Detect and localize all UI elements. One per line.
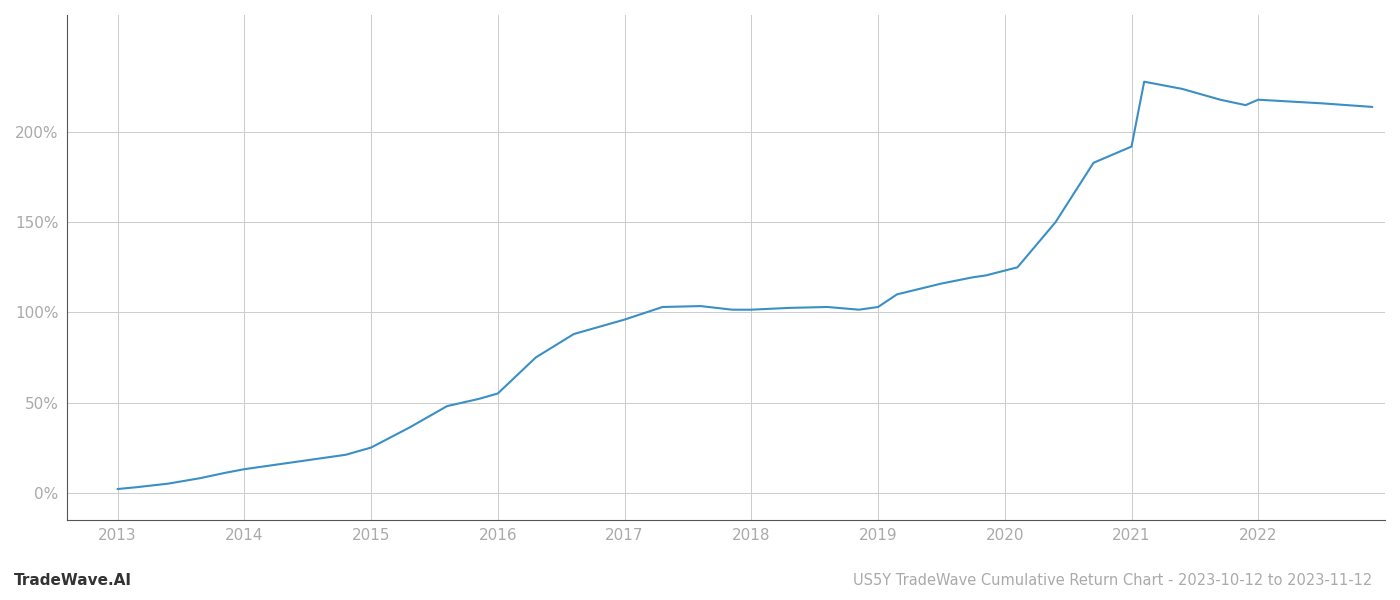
Text: TradeWave.AI: TradeWave.AI (14, 573, 132, 588)
Text: US5Y TradeWave Cumulative Return Chart - 2023-10-12 to 2023-11-12: US5Y TradeWave Cumulative Return Chart -… (853, 573, 1372, 588)
